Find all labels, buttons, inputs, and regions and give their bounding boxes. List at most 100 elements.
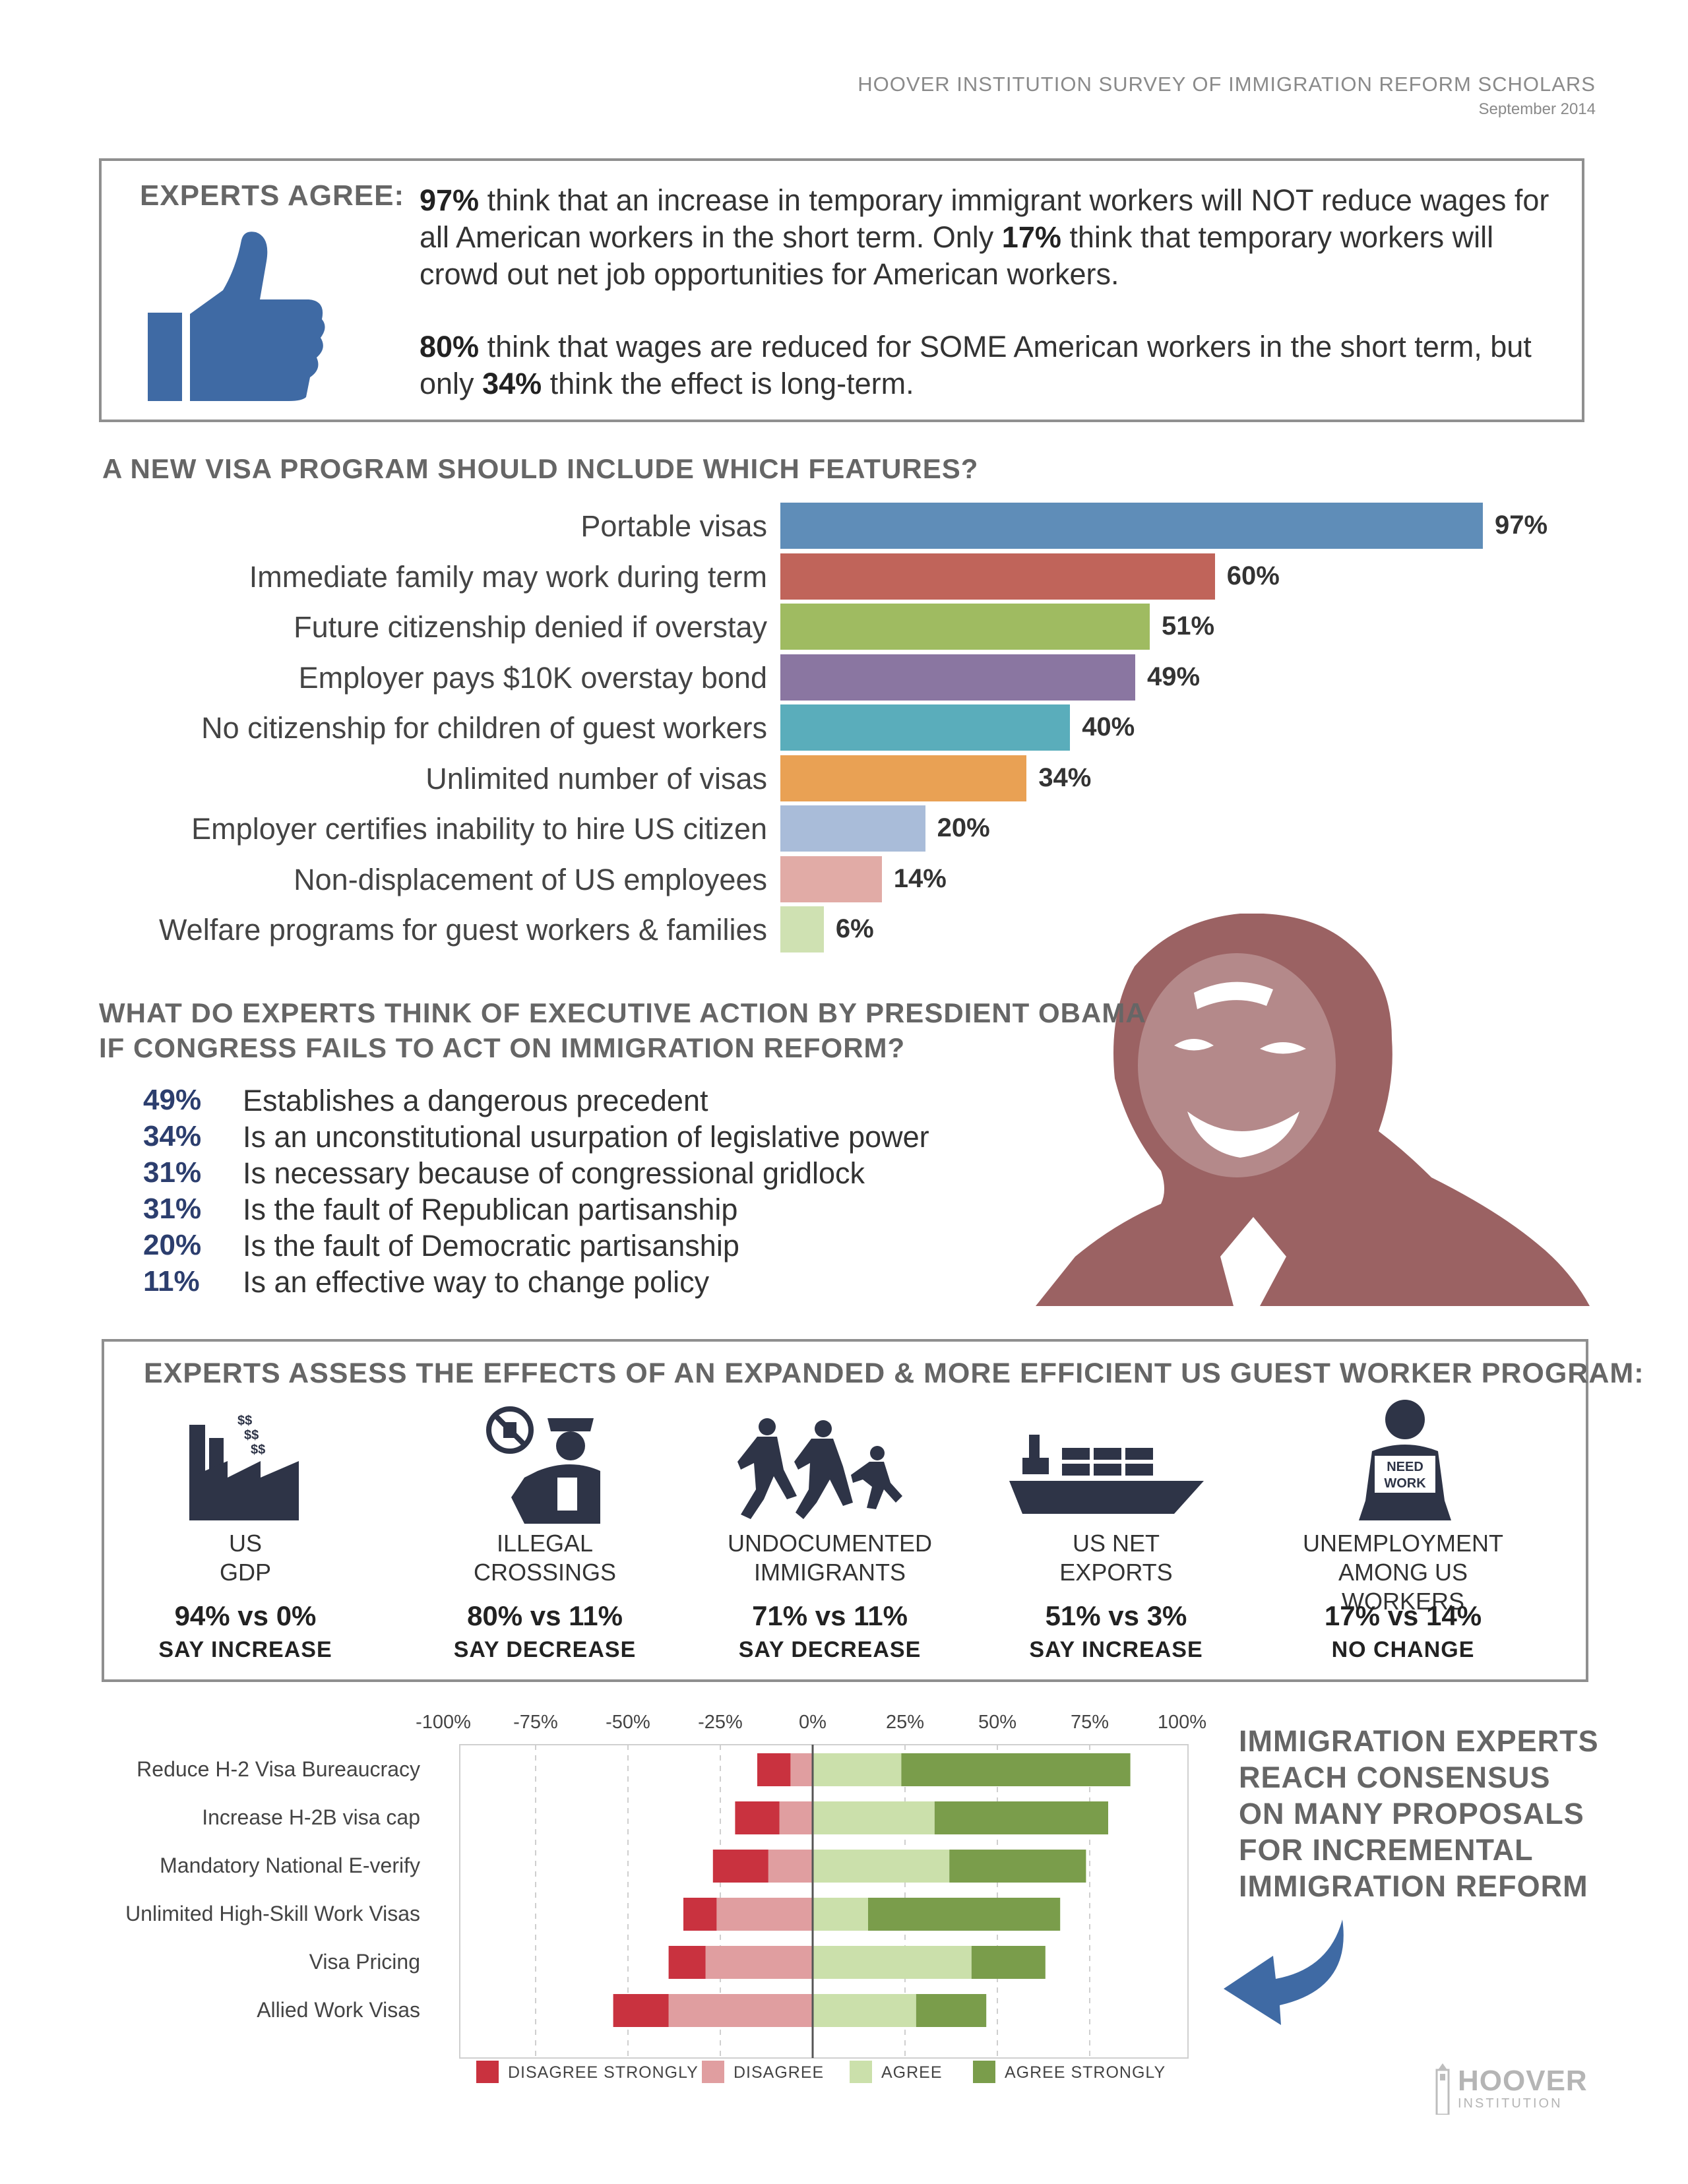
- effect-label-1: UNEMPLOYMENT: [1302, 1530, 1504, 1557]
- x-tick-label: 75%: [1070, 1712, 1110, 1733]
- executive-title-2: IF CONGRESS FAILS TO ACT ON IMMIGRATION …: [99, 1032, 906, 1063]
- x-tick-label: 100%: [1157, 1712, 1207, 1733]
- bar: [780, 704, 1071, 751]
- executive-item-text: Is an effective way to change policy: [243, 1265, 710, 1299]
- effects-title: EXPERTS ASSESS THE EFFECTS OF AN EXPANDE…: [144, 1357, 1644, 1389]
- agree-segment: [813, 1994, 916, 2027]
- effect-label-1: US: [228, 1530, 262, 1557]
- x-tick-label: -50%: [606, 1712, 650, 1733]
- agree-text-1b: think that temporary workers will crowd …: [420, 220, 1494, 291]
- experts-agree-text: 97% think that an increase in temporary …: [420, 182, 1567, 402]
- consensus-line-4: FOR INCREMENTAL: [1239, 1833, 1534, 1867]
- agree-strongly-segment: [949, 1850, 1086, 1883]
- pct-34: 34%: [482, 367, 542, 400]
- bar-label: Future citizenship denied if overstay: [294, 610, 767, 644]
- executive-item-text: Is the fault of Republican partisanship: [243, 1193, 738, 1226]
- bar: [780, 604, 1150, 650]
- legend-swatch: [850, 2061, 872, 2083]
- disagree-segment: [790, 1753, 813, 1786]
- executive-pct: 49%: [143, 1084, 202, 1116]
- money-symbol-1: $$: [237, 1414, 252, 1428]
- bar-label: Employer pays $10K overstay bond: [298, 660, 767, 695]
- executive-item-text: Is the fault of Democratic partisanship: [243, 1229, 739, 1263]
- bar: [780, 503, 1484, 549]
- curved-arrow-icon: [1224, 1919, 1344, 2025]
- disagree-strongly-segment: [683, 1898, 717, 1931]
- legend-label: DISAGREE: [734, 2063, 825, 2082]
- agree-strongly-segment: [901, 1753, 1131, 1786]
- legend-swatch: [973, 2061, 995, 2083]
- proposal-label: Increase H-2B visa cap: [202, 1805, 420, 1829]
- agree-segment: [813, 1946, 972, 1979]
- effect-value: 71% vs 11%: [752, 1600, 908, 1631]
- disagree-strongly-segment: [613, 1994, 669, 2027]
- legend-label: DISAGREE STRONGLY: [508, 2063, 699, 2082]
- bar-value-label: 40%: [1082, 712, 1135, 741]
- x-tick-label: -25%: [698, 1712, 743, 1733]
- work-text: WORK: [1384, 1476, 1426, 1491]
- bar-value-label: 97%: [1495, 511, 1548, 540]
- pct-97: 97%: [420, 183, 480, 217]
- x-tick-label: -75%: [513, 1712, 558, 1733]
- thumbs-up-icon: [148, 232, 325, 401]
- executive-item-text: Is an unconstitutional usurpation of leg…: [243, 1120, 929, 1154]
- agree-paragraph-1: 97% think that an increase in temporary …: [420, 182, 1567, 293]
- effect-label-2: AMONG US WORKERS: [1338, 1559, 1468, 1615]
- bar-value-label: 6%: [835, 914, 874, 943]
- bar-label: Welfare programs for guest workers & fam…: [159, 913, 767, 947]
- hoover-logo: HOOVER: [1458, 2065, 1588, 2097]
- legend-swatch: [702, 2061, 724, 2083]
- proposal-label: Visa Pricing: [309, 1950, 420, 1974]
- effect-label-1: UNDOCUMENTED: [728, 1530, 932, 1557]
- effect-label-2: GDP: [219, 1559, 271, 1586]
- disagree-strongly-segment: [735, 1801, 780, 1834]
- effect-label-2: IMMIGRANTS: [754, 1559, 906, 1586]
- bar-label: Unlimited number of visas: [425, 761, 767, 796]
- bar-value-label: 14%: [893, 863, 947, 893]
- x-tick-label: 25%: [885, 1712, 925, 1733]
- disagree-segment: [716, 1898, 813, 1931]
- executive-pct: 31%: [143, 1156, 202, 1189]
- executive-pct: 20%: [143, 1229, 202, 1261]
- cargo-ship-icon: [1009, 1435, 1204, 1514]
- survey-title: HOOVER INSTITUTION SURVEY OF IMMIGRATION…: [858, 73, 1596, 96]
- bar-label: No citizenship for children of guest wor…: [201, 711, 767, 745]
- executive-pct: 31%: [143, 1193, 202, 1225]
- legend-label: AGREE: [881, 2063, 943, 2082]
- effect-value: 94% vs 0%: [174, 1600, 317, 1631]
- bar: [780, 856, 882, 902]
- effect-value: 80% vs 11%: [467, 1600, 623, 1631]
- effect-note: NO CHANGE: [1331, 1637, 1475, 1662]
- executive-title-1: WHAT DO EXPERTS THINK OF EXECUTIVE ACTIO…: [99, 997, 1146, 1028]
- x-tick-label: 0%: [799, 1712, 827, 1733]
- agree-text-1a: think that an increase in temporary immi…: [420, 183, 1549, 254]
- executive-item-text: Establishes a dangerous precedent: [243, 1084, 708, 1117]
- experts-agree-box: [99, 158, 1584, 422]
- factory-icon: $$ $$ $$: [189, 1414, 299, 1520]
- agree-strongly-segment: [934, 1801, 1108, 1834]
- disagree-segment: [768, 1850, 813, 1883]
- visa-chart-title: A NEW VISA PROGRAM SHOULD INCLUDE WHICH …: [102, 453, 979, 484]
- consensus-line-1: IMMIGRATION EXPERTS: [1239, 1724, 1599, 1758]
- bar-label: Immediate family may work during term: [249, 559, 767, 594]
- money-symbol-3: $$: [251, 1443, 265, 1457]
- proposal-label: Mandatory National E-verify: [160, 1854, 420, 1877]
- effect-label-1: US NET: [1072, 1530, 1160, 1557]
- bar-value-label: 60%: [1226, 561, 1280, 590]
- bar: [780, 553, 1215, 600]
- agree-strongly-segment: [868, 1898, 1061, 1931]
- agree-strongly-segment: [916, 1994, 987, 2027]
- pct-17: 17%: [1001, 220, 1061, 254]
- executive-pct: 11%: [143, 1265, 200, 1297]
- disagree-segment: [779, 1801, 813, 1834]
- experts-agree-label: EXPERTS AGREE:: [140, 179, 405, 212]
- effects-box: [102, 1339, 1588, 1682]
- agree-text-2b: think the effect is long-term.: [542, 367, 914, 400]
- executive-pct: 34%: [143, 1120, 202, 1152]
- x-tick-label: -100%: [416, 1712, 471, 1733]
- agree-text-2a: think that wages are reduced for SOME Am…: [420, 330, 1532, 400]
- agree-segment: [813, 1898, 868, 1931]
- effect-note: SAY INCREASE: [158, 1637, 332, 1662]
- effect-label-1: ILLEGAL: [496, 1530, 594, 1557]
- disagree-strongly-segment: [712, 1850, 768, 1883]
